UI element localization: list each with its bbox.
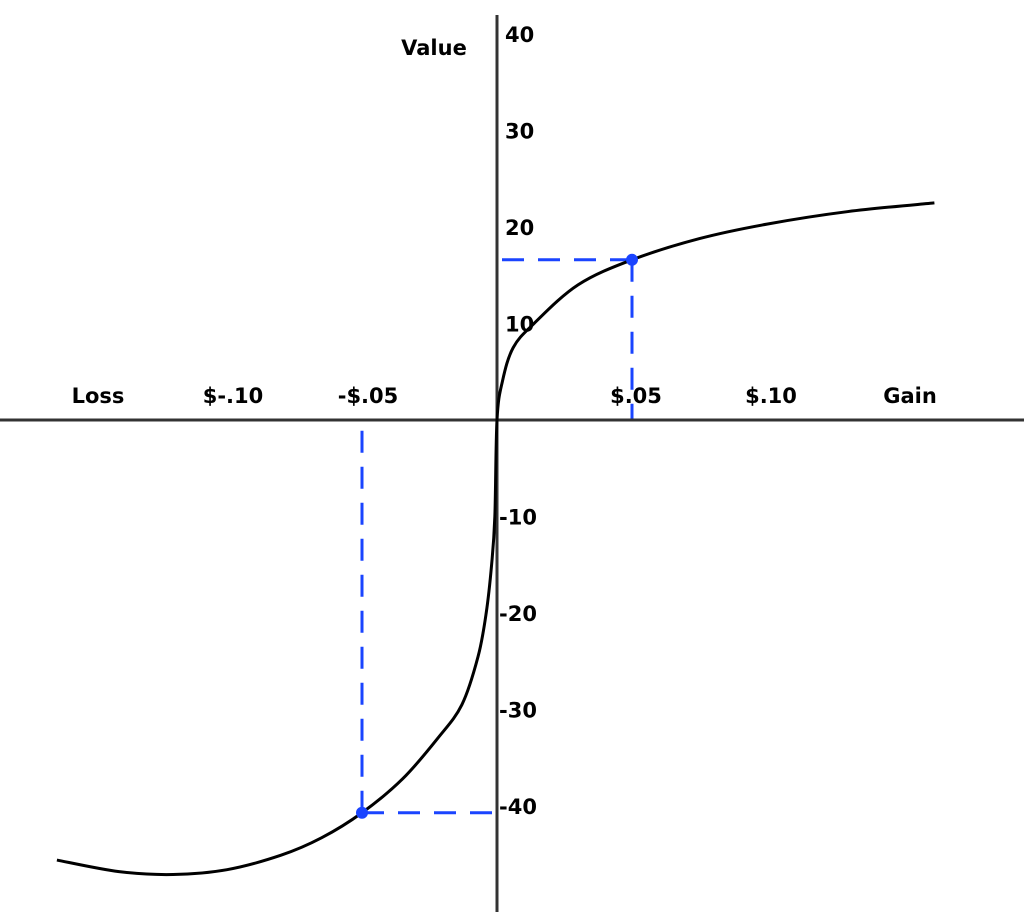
y-tick-label: -20 [499, 602, 537, 626]
y-tick-label: 20 [505, 216, 534, 240]
y-tick-label: 40 [505, 23, 534, 47]
y-tick-label: 30 [505, 120, 534, 144]
y-tick-label: 10 [505, 313, 534, 337]
x-tick-label: $.05 [610, 384, 662, 408]
highlight-point [356, 806, 368, 819]
highlight-point [626, 253, 638, 266]
y-tick-label: -40 [499, 795, 537, 819]
x-tick-label: $.10 [745, 384, 797, 408]
x-axis-label-gain: Gain [883, 384, 937, 408]
x-tick-label: $-.10 [203, 384, 264, 408]
value-curve [56, 201, 935, 877]
x-axis-label-loss: Loss [72, 384, 125, 408]
y-tick-label: -10 [499, 506, 537, 530]
y-tick-label: -30 [499, 699, 537, 723]
x-tick-label: -$.05 [338, 384, 399, 408]
y-axis-label: Value [401, 36, 467, 60]
